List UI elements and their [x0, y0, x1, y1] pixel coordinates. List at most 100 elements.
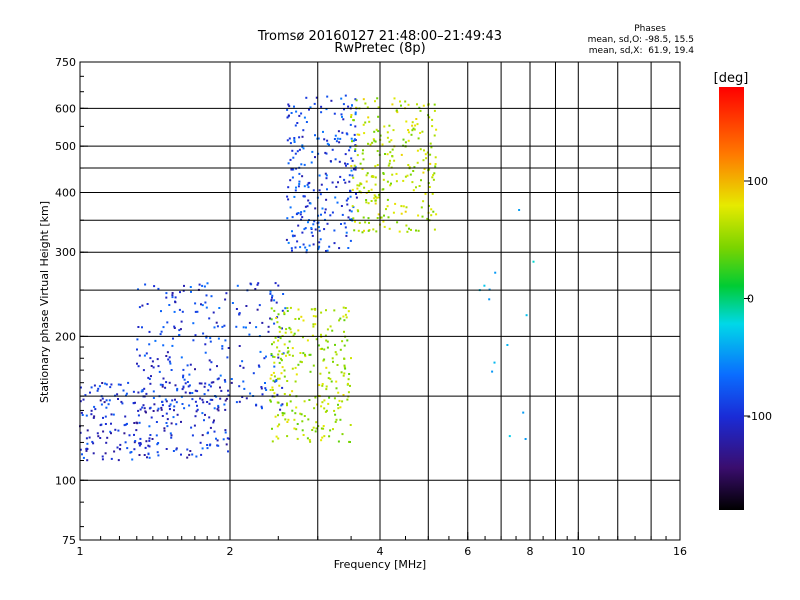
- data-point: [186, 448, 189, 451]
- data-point: [346, 133, 349, 136]
- data-point: [431, 192, 434, 195]
- data-point: [94, 408, 97, 411]
- data-point: [202, 332, 205, 335]
- data-point: [292, 235, 295, 238]
- data-point: [288, 340, 291, 343]
- data-point: [156, 451, 159, 454]
- y-tick-label: 100: [55, 474, 76, 487]
- data-point: [166, 321, 169, 324]
- data-point: [272, 379, 275, 382]
- data-point: [248, 333, 251, 336]
- data-point: [340, 205, 343, 207]
- data-point: [97, 435, 100, 438]
- data-point: [315, 338, 318, 341]
- data-point: [145, 392, 148, 395]
- data-point: [525, 314, 528, 317]
- data-point: [227, 347, 230, 349]
- data-point: [291, 347, 294, 350]
- data-point: [382, 188, 385, 191]
- data-point: [302, 434, 305, 436]
- data-point: [92, 442, 95, 445]
- data-point: [279, 357, 282, 360]
- data-point: [289, 179, 292, 182]
- data-point: [207, 389, 210, 392]
- data-point: [375, 128, 378, 131]
- data-point: [277, 437, 280, 440]
- data-point: [399, 100, 401, 103]
- data-point: [179, 291, 181, 294]
- data-point: [290, 331, 293, 334]
- data-point: [373, 139, 376, 142]
- data-point: [322, 359, 325, 362]
- data-point: [92, 416, 95, 419]
- data-point: [148, 456, 151, 459]
- data-point: [357, 210, 360, 213]
- data-point: [420, 206, 423, 209]
- data-point: [329, 214, 332, 217]
- data-point: [430, 214, 433, 217]
- data-point: [195, 455, 198, 458]
- data-point: [270, 307, 273, 310]
- data-point: [524, 438, 527, 440]
- data-point: [377, 196, 380, 199]
- data-point: [281, 412, 284, 414]
- data-point: [203, 419, 205, 422]
- data-point: [176, 387, 179, 390]
- data-point: [150, 416, 153, 419]
- data-point: [294, 412, 297, 415]
- data-point: [407, 139, 410, 142]
- data-point: [121, 402, 124, 405]
- data-point: [178, 329, 181, 332]
- data-point: [143, 354, 146, 357]
- data-point: [260, 387, 263, 390]
- data-point: [387, 216, 390, 219]
- data-point: [153, 285, 156, 288]
- data-point: [358, 190, 361, 193]
- data-point: [326, 222, 329, 225]
- data-point: [327, 402, 330, 405]
- data-point: [340, 371, 343, 374]
- data-point: [357, 229, 360, 232]
- data-point: [277, 335, 280, 338]
- data-point: [325, 366, 328, 369]
- data-point: [395, 172, 398, 175]
- data-point: [156, 443, 159, 446]
- data-point: [300, 211, 303, 214]
- data-point: [343, 344, 346, 347]
- data-point: [150, 375, 152, 378]
- data-point: [334, 158, 337, 161]
- data-point: [141, 389, 144, 392]
- data-point: [188, 384, 191, 387]
- stats-o-mode: mean, sd,O: -98.5, 15.5: [588, 35, 694, 45]
- y-tick-label: 600: [55, 102, 76, 115]
- data-point: [300, 163, 303, 166]
- data-point: [116, 393, 119, 396]
- data-point: [175, 423, 178, 426]
- data-point: [217, 404, 220, 407]
- data-point: [82, 398, 85, 401]
- data-point: [217, 409, 220, 412]
- data-point: [344, 94, 347, 97]
- data-point: [423, 168, 426, 170]
- data-point: [199, 441, 202, 444]
- data-point: [350, 116, 353, 118]
- data-point: [298, 183, 301, 185]
- data-point: [421, 215, 424, 218]
- data-point: [174, 301, 177, 304]
- data-point: [139, 443, 142, 446]
- data-point: [318, 241, 321, 244]
- data-point: [194, 389, 197, 392]
- data-point: [362, 158, 365, 161]
- data-point: [324, 211, 326, 214]
- data-point: [296, 437, 299, 440]
- data-point: [340, 97, 343, 100]
- data-point: [222, 438, 225, 441]
- data-point: [242, 380, 245, 383]
- data-point: [313, 220, 316, 223]
- data-point: [119, 443, 122, 446]
- data-point: [210, 381, 213, 384]
- data-point: [170, 434, 173, 437]
- data-point: [274, 282, 277, 285]
- data-point: [218, 307, 221, 309]
- data-point: [142, 404, 145, 407]
